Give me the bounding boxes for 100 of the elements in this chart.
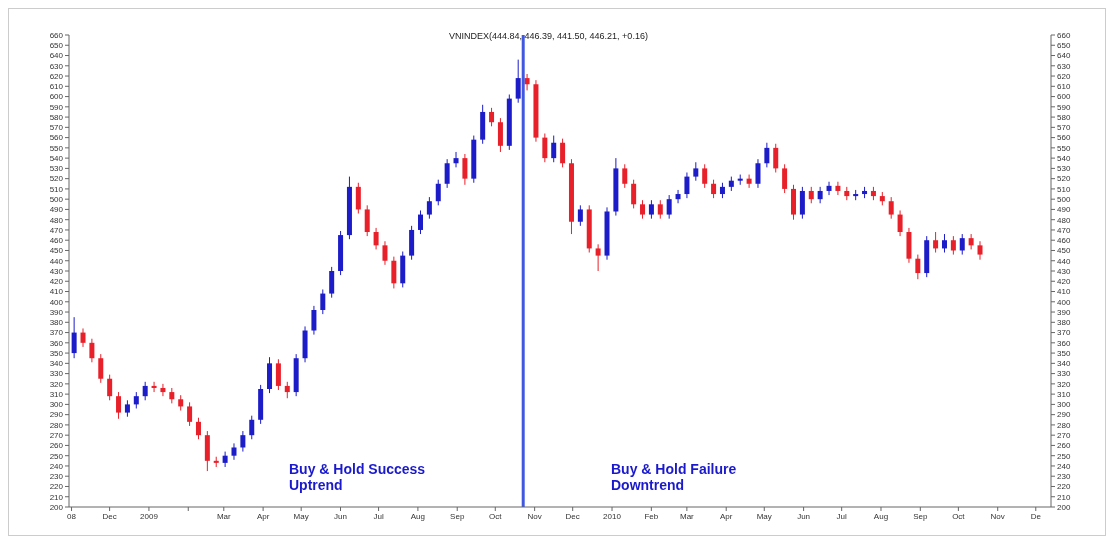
y2-tick-label: 390 (1057, 307, 1071, 317)
candlestick (577, 204, 583, 227)
x-tick-label: Dec (102, 511, 117, 521)
y2-tick-label: 500 (1057, 195, 1071, 205)
y-tick-label: 490 (49, 205, 64, 215)
y2-tick-label: 450 (1057, 246, 1071, 256)
x-tick-label: May (293, 511, 309, 521)
x-tick-label: Dec (565, 511, 580, 521)
y-tick-label: 220 (49, 482, 64, 492)
y2-tick-label: 210 (1057, 492, 1071, 502)
y-tick-label: 540 (49, 153, 64, 163)
y2-tick-label: 270 (1057, 431, 1071, 441)
y-tick-label: 590 (49, 102, 64, 112)
y-tick-label: 430 (49, 266, 64, 276)
y-tick-label: 530 (49, 164, 64, 174)
y-tick-label: 510 (49, 184, 64, 194)
candlestick (151, 381, 157, 393)
x-tick-label: Mar (216, 511, 232, 521)
y2-tick-label: 650 (1057, 41, 1071, 51)
y2-tick-label: 510 (1057, 184, 1071, 194)
candlestick (80, 327, 86, 348)
x-tick-label: Jul (836, 511, 847, 521)
y-tick-label: 390 (49, 307, 64, 317)
y-tick-label: 380 (49, 318, 64, 328)
x-tick-label: Aug (410, 511, 426, 521)
candlestick (116, 391, 122, 420)
y2-tick-label: 640 (1057, 51, 1071, 61)
y2-tick-label: 310 (1057, 389, 1071, 399)
y2-tick-label: 410 (1057, 287, 1071, 297)
x-tick-label: May (756, 511, 772, 521)
candlestick (933, 231, 939, 254)
y-tick-label: 210 (49, 492, 64, 502)
candlestick (675, 189, 681, 204)
y2-tick-label: 480 (1057, 215, 1071, 225)
candlestick (373, 227, 379, 250)
y2-tick-label: 220 (1057, 482, 1071, 492)
y2-tick-label: 340 (1057, 359, 1071, 369)
candlestick (364, 204, 370, 237)
y2-tick-label: 370 (1057, 328, 1071, 338)
candlestick (666, 194, 672, 220)
x-tick-label: Nov (527, 511, 542, 521)
y-tick-label: 480 (49, 215, 64, 225)
candlestick (959, 233, 965, 256)
y-tick-label: 320 (49, 379, 64, 389)
candlestick (320, 288, 326, 315)
y-tick-label: 420 (49, 277, 64, 287)
candlestick (631, 179, 637, 209)
y2-tick-label: 590 (1057, 102, 1071, 112)
x-tick-label: Aug (873, 511, 889, 521)
y-tick-label: 240 (49, 461, 64, 471)
x-tick-label: Jun (797, 511, 811, 521)
candlestick (240, 430, 246, 453)
candlestick (622, 163, 628, 189)
y-tick-label: 370 (49, 328, 64, 338)
y-tick-label: 470 (49, 225, 64, 235)
candlestick (275, 358, 281, 391)
candlestick (160, 383, 166, 397)
candlestick (497, 117, 503, 153)
y-tick-label: 260 (49, 441, 64, 451)
y2-tick-label: 320 (1057, 379, 1071, 389)
candlestick (755, 158, 761, 189)
candlestick (826, 181, 832, 196)
y2-tick-label: 200 (1057, 502, 1071, 512)
y-tick-label: 550 (49, 143, 64, 153)
candlestick (915, 254, 921, 280)
y-tick-label: 360 (49, 338, 64, 348)
y2-tick-label: 240 (1057, 461, 1071, 471)
y-tick-label: 230 (49, 472, 64, 482)
y2-tick-label: 620 (1057, 71, 1071, 81)
candlestick (542, 133, 548, 163)
candlestick (391, 256, 397, 289)
candlestick (515, 59, 521, 104)
candlestick (977, 240, 983, 261)
candlestick (684, 172, 690, 199)
y2-tick-label: 300 (1057, 400, 1071, 410)
y2-tick-label: 560 (1057, 133, 1071, 143)
y2-tick-label: 360 (1057, 338, 1071, 348)
candlestick (968, 233, 974, 250)
y-tick-label: 450 (49, 246, 64, 256)
x-tick-label: 08 (67, 511, 77, 521)
candlestick (764, 142, 770, 168)
x-tick-label: Jul (373, 511, 384, 521)
x-tick-label: Nov (990, 511, 1005, 521)
candlestick (950, 235, 956, 256)
y2-tick-label: 420 (1057, 277, 1071, 287)
y-tick-label: 610 (49, 82, 64, 92)
candlestick (595, 243, 601, 272)
y2-tick-label: 660 (1057, 30, 1071, 40)
x-tick-label: Apr (256, 511, 270, 521)
x-tick-label: Sep (913, 511, 928, 521)
y2-tick-label: 250 (1057, 451, 1071, 461)
y-tick-label: 500 (49, 195, 64, 205)
x-tick-label: Jun (334, 511, 347, 521)
y2-tick-label: 380 (1057, 318, 1071, 328)
candlestick (435, 179, 441, 206)
candlestick (888, 196, 894, 220)
y-tick-label: 280 (49, 420, 64, 430)
candlestick (702, 163, 708, 189)
y-tick-label: 340 (49, 359, 64, 369)
candlestick (382, 240, 388, 266)
